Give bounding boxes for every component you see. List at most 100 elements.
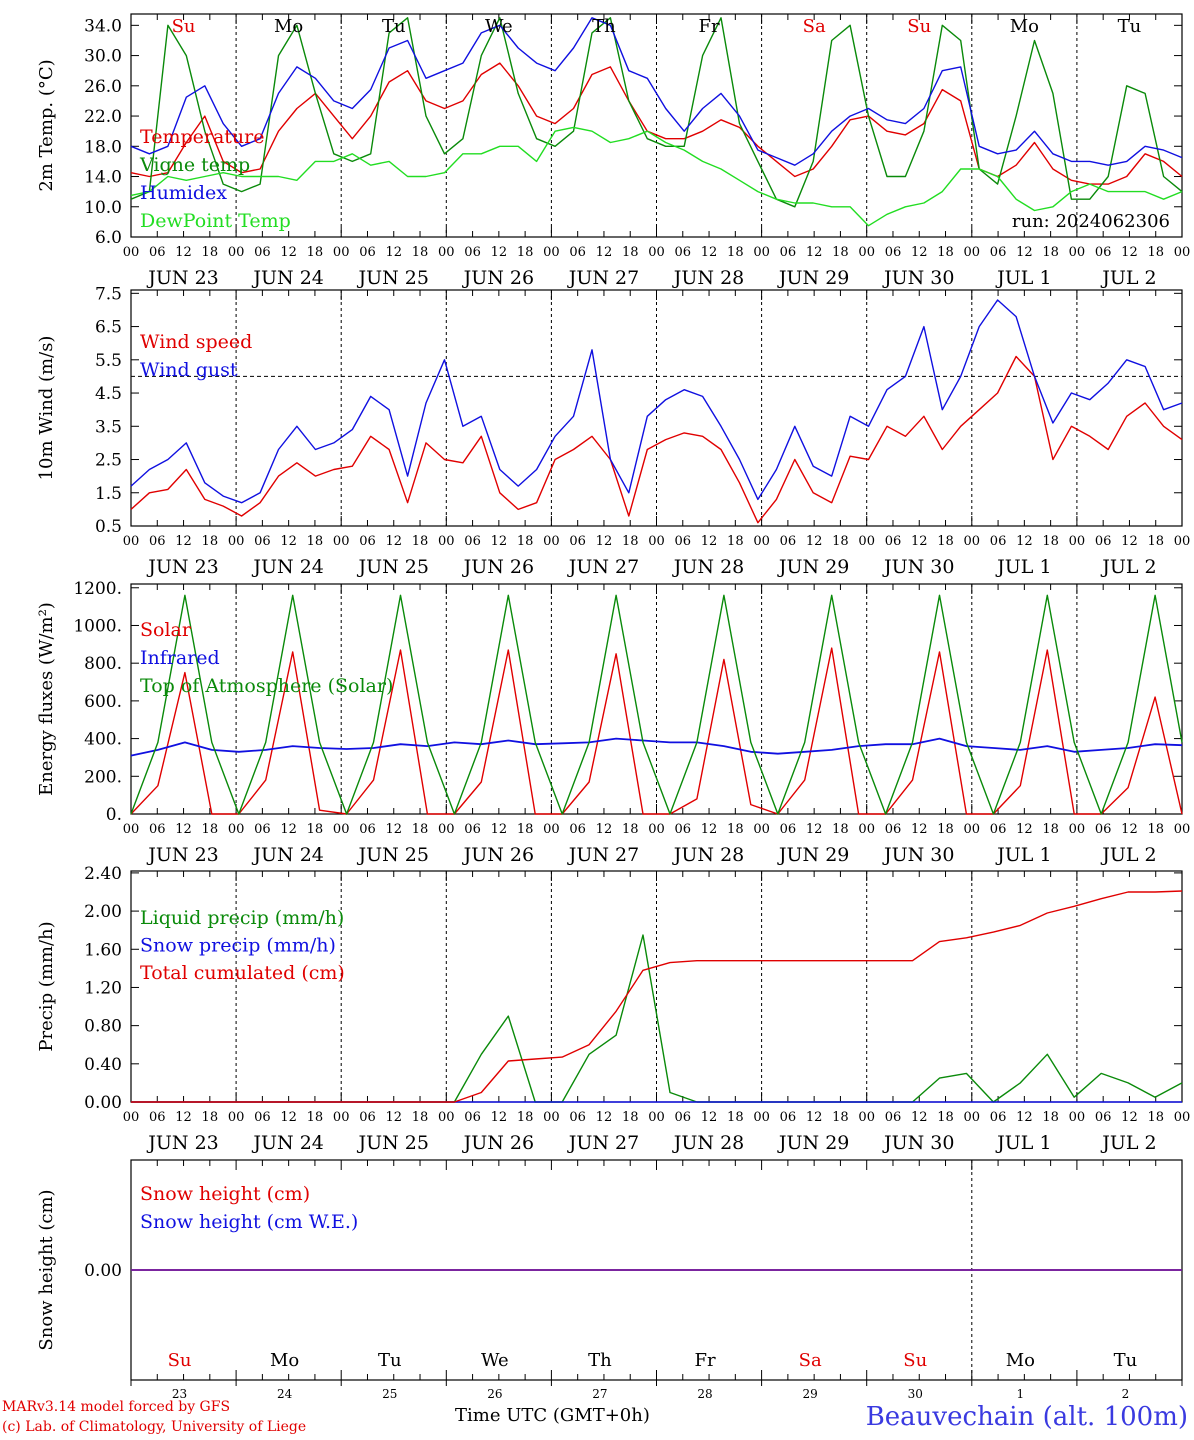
date-label: JUN 29: [777, 844, 849, 866]
hour-label: 18: [937, 534, 954, 549]
hour-label: 18: [832, 1110, 849, 1125]
hour-label: 06: [990, 245, 1007, 260]
hour-label: 12: [806, 822, 823, 837]
hour-label: 18: [1147, 822, 1164, 837]
hour-label: 12: [701, 1110, 718, 1125]
hour-label: 12: [596, 245, 613, 260]
hour-label: 06: [149, 822, 166, 837]
y-axis-label: 10m Wind (m/s): [36, 336, 57, 481]
hour-label: 06: [885, 822, 902, 837]
date-label: JUN 25: [357, 556, 429, 578]
hour-label: 18: [1147, 245, 1164, 260]
hour-label: 00: [123, 1110, 140, 1125]
y-tick-label: 4.5: [95, 384, 122, 404]
hour-label: 00: [543, 1110, 560, 1125]
panel-2: 0.5 1.5 2.5 3.5 4.5 5.5 6.5 7.5 10m Wind (m/s) Wi…: [36, 284, 1190, 578]
hour-label: 18: [202, 245, 219, 260]
hour-label: 00: [123, 822, 140, 837]
weekday-label: Mo: [274, 16, 303, 37]
hour-label: 06: [569, 1110, 586, 1125]
hour-label: 18: [832, 534, 849, 549]
series-line-temperature: [130, 62, 1183, 185]
hour-label: 18: [727, 1110, 744, 1125]
hour-label: 06: [675, 1110, 692, 1125]
hour-label: 18: [937, 1110, 954, 1125]
legend-top-of-atmosphere-solar-: Top of Atmosphere (Solar): [140, 675, 393, 697]
date-label: JUN 27: [567, 267, 639, 289]
hour-label: 00: [123, 534, 140, 549]
hour-label: 00: [964, 1110, 981, 1125]
hour-label: 18: [727, 822, 744, 837]
hour-label: 18: [307, 822, 324, 837]
hour-label: 00: [438, 534, 455, 549]
station-name: Beauvechain (alt. 100m): [865, 1402, 1188, 1432]
hour-label: 00: [438, 1110, 455, 1125]
hour-label: 12: [701, 822, 718, 837]
hour-label: 18: [307, 1110, 324, 1125]
hour-label: 06: [569, 822, 586, 837]
hour-label: 12: [596, 822, 613, 837]
weekday-label: Th: [588, 1350, 612, 1371]
weekday-label: Su: [907, 16, 931, 37]
legend-wind-gust: Wind gust: [140, 359, 238, 381]
hour-label: 00: [753, 534, 770, 549]
hour-label: 06: [149, 245, 166, 260]
date-label: JUN 26: [462, 844, 534, 866]
hour-label: 18: [307, 534, 324, 549]
hour-label: 00: [648, 1110, 665, 1125]
date-label: JUN 23: [146, 844, 218, 866]
y-tick-label: 2.40: [84, 864, 122, 884]
day-number: 23: [172, 1387, 187, 1401]
legend-wind-speed: Wind speed: [140, 331, 252, 353]
series-line-dewpoint-temp: [130, 126, 1183, 227]
hour-label: 06: [1095, 822, 1112, 837]
weekday-label: Mo: [270, 1350, 299, 1371]
hour-label: 12: [701, 245, 718, 260]
date-label: JUL 2: [1100, 844, 1156, 866]
weekday-label: Fr: [695, 1350, 716, 1371]
hour-label: 06: [359, 245, 376, 260]
hour-label: 06: [149, 1110, 166, 1125]
date-label: JUN 29: [777, 267, 849, 289]
hour-label: 12: [1121, 245, 1138, 260]
date-label: JUL 2: [1100, 1132, 1156, 1154]
y-axis-label: Snow height (cm): [36, 1189, 57, 1350]
hour-label: 06: [780, 822, 797, 837]
y-tick-label: 6.5: [95, 318, 122, 338]
y-tick-label: 7.5: [95, 284, 122, 304]
date-label: JUN 23: [146, 556, 218, 578]
hour-label: 18: [622, 534, 639, 549]
hour-label: 18: [727, 245, 744, 260]
date-label: JUN 29: [777, 1132, 849, 1154]
date-label: JUN 30: [882, 556, 954, 578]
y-tick-label: 0.80: [84, 1017, 122, 1037]
series-line-vigne-temp: [130, 17, 1183, 208]
hour-label: 18: [622, 1110, 639, 1125]
weekday-label: Su: [903, 1350, 927, 1371]
panel-1: 6.0 10.0 14.0 18.0 22.0 26.0 30.0 34.0 2m Temp. …: [36, 13, 1190, 289]
hour-label: 06: [464, 245, 481, 260]
hour-label: 12: [1121, 822, 1138, 837]
date-label: JUN 27: [567, 844, 639, 866]
hour-label: 06: [149, 534, 166, 549]
day-number: 2: [1122, 1387, 1130, 1401]
hour-label: 06: [464, 534, 481, 549]
date-label: JUN 27: [567, 556, 639, 578]
hour-label: 00: [1069, 245, 1086, 260]
day-number: 27: [592, 1387, 607, 1401]
hour-label: 12: [491, 1110, 508, 1125]
hour-label: 06: [675, 534, 692, 549]
series-line-total-cumulated-cm-: [131, 890, 1183, 1103]
date-label: JUN 30: [882, 267, 954, 289]
date-label: JUN 29: [777, 556, 849, 578]
hour-label: 12: [911, 534, 928, 549]
date-label: JUN 23: [146, 267, 218, 289]
day-number: 28: [697, 1387, 712, 1401]
legend-humidex: Humidex: [140, 182, 227, 204]
hour-label: 18: [727, 534, 744, 549]
date-label: JUN 24: [251, 556, 323, 578]
hour-label: 00: [333, 245, 350, 260]
hour-label: 12: [701, 534, 718, 549]
hour-label: 00: [228, 534, 245, 549]
